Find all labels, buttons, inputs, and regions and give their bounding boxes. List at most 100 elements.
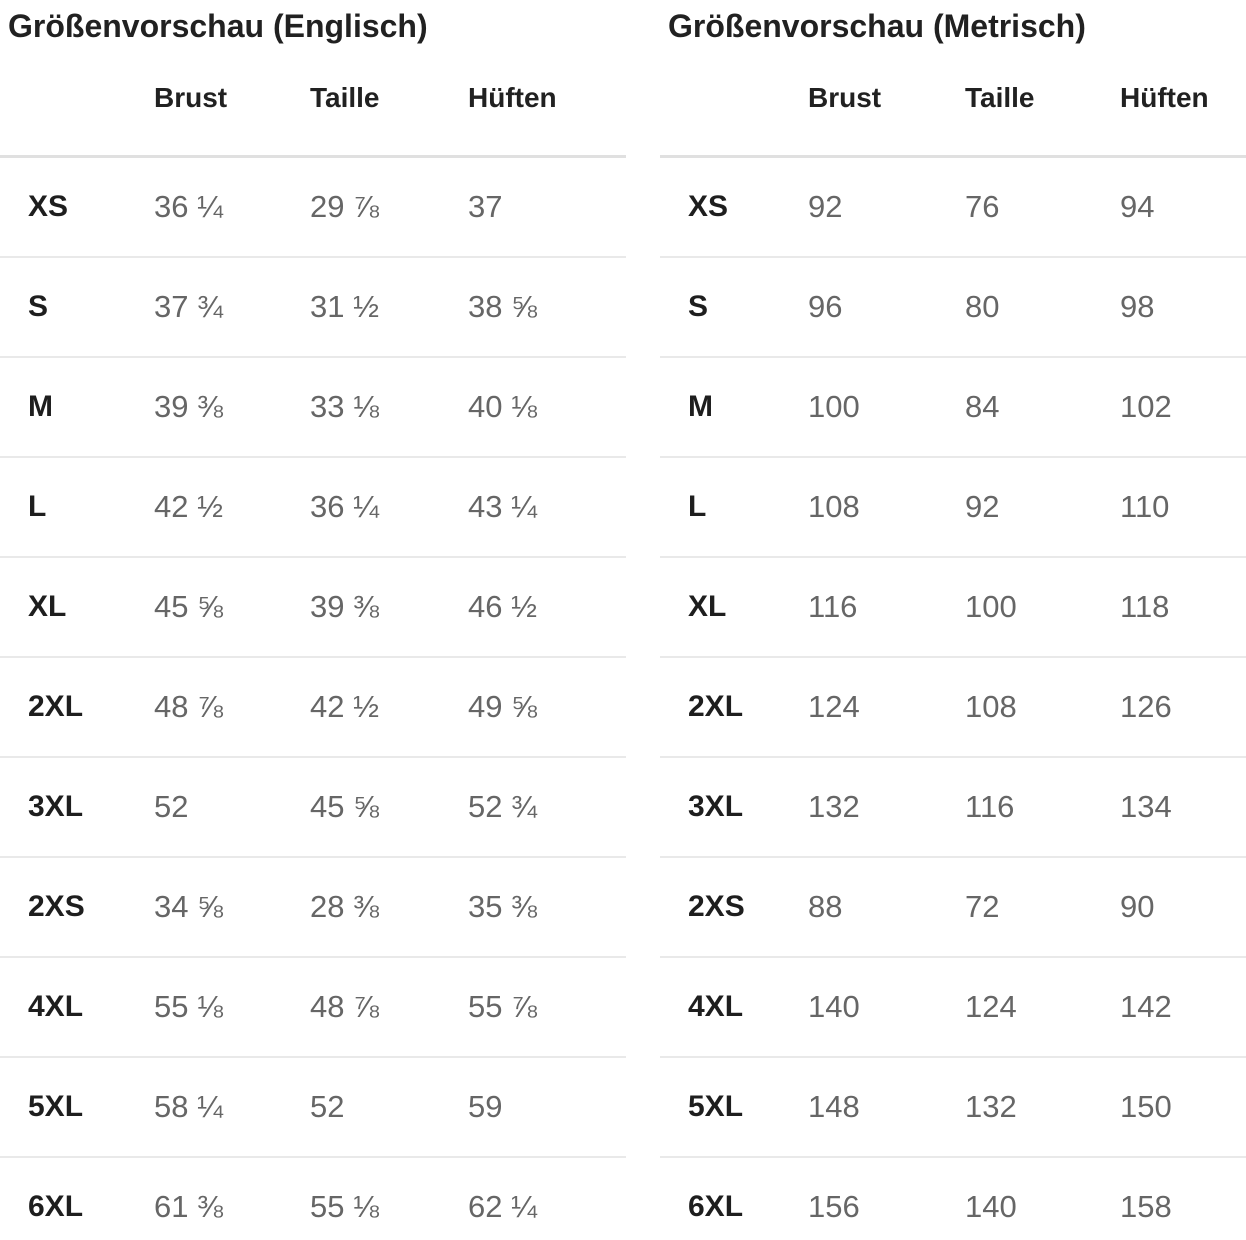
- column-header-chest: Brust: [154, 81, 228, 113]
- size-label: 5XL: [28, 1090, 84, 1123]
- waist-value: 45 ⅝: [310, 789, 379, 824]
- table-row: 2XS 34 ⅝ 28 ⅜ 35 ⅜: [0, 858, 626, 958]
- chest-value: 37 ¾: [154, 289, 223, 324]
- size-label: S: [28, 290, 49, 323]
- table-row: XL 116 100 118: [660, 558, 1246, 658]
- waist-value: 31 ½: [310, 289, 379, 324]
- hips-value: 52 ¾: [468, 789, 537, 824]
- waist-value: 29 ⅞: [310, 189, 379, 224]
- hips-value: 40 ⅛: [468, 389, 537, 424]
- table-row: S 37 ¾ 31 ½ 38 ⅝: [0, 258, 626, 358]
- table-row: M 39 ⅜ 33 ⅛ 40 ⅛: [0, 358, 626, 458]
- hips-value: 94: [1120, 189, 1155, 224]
- chest-value: 45 ⅝: [154, 589, 223, 624]
- table-row: 4XL 140 124 142: [660, 958, 1246, 1058]
- waist-value: 76: [965, 189, 1000, 224]
- size-label: XS: [688, 190, 729, 223]
- size-label: 4XL: [688, 990, 744, 1023]
- size-label: L: [688, 490, 707, 523]
- table-row: XS 36 ¼ 29 ⅞ 37: [0, 158, 626, 258]
- chest-value: 108: [808, 489, 860, 524]
- table-row: M 100 84 102: [660, 358, 1246, 458]
- waist-value: 84: [965, 389, 1000, 424]
- size-label: XS: [28, 190, 69, 223]
- hips-value: 158: [1120, 1189, 1172, 1224]
- table-row: XS 92 76 94: [660, 158, 1246, 258]
- hips-value: 126: [1120, 689, 1172, 724]
- waist-value: 124: [965, 989, 1017, 1024]
- table-row: 2XL 48 ⅞ 42 ½ 49 ⅝: [0, 658, 626, 758]
- size-label: XL: [688, 590, 727, 623]
- size-label: 2XL: [28, 690, 84, 723]
- hips-value: 38 ⅝: [468, 289, 537, 324]
- waist-value: 55 ⅛: [310, 1189, 379, 1224]
- table-title-metric: Größenvorschau (Metrisch): [668, 8, 1086, 44]
- size-label: 5XL: [688, 1090, 744, 1123]
- table-row: 6XL 61 ⅜ 55 ⅛ 62 ¼: [0, 1158, 626, 1240]
- chest-value: 96: [808, 289, 843, 324]
- waist-value: 42 ½: [310, 689, 379, 724]
- chest-value: 156: [808, 1189, 860, 1224]
- table-row: 4XL 55 ⅛ 48 ⅞ 55 ⅞: [0, 958, 626, 1058]
- waist-value: 28 ⅜: [310, 889, 379, 924]
- chest-value: 55 ⅛: [154, 989, 223, 1024]
- waist-value: 92: [965, 489, 1000, 524]
- size-label: 3XL: [688, 790, 744, 823]
- column-header-hips: Hüften: [468, 81, 557, 113]
- waist-value: 132: [965, 1089, 1017, 1124]
- hips-value: 55 ⅞: [468, 989, 537, 1024]
- table-body: XS 92 76 94 S 96 80 98 M 100 84 102: [660, 158, 1246, 1240]
- waist-value: 72: [965, 889, 1000, 924]
- hips-value: 142: [1120, 989, 1172, 1024]
- waist-value: 36 ¼: [310, 489, 379, 524]
- hips-value: 90: [1120, 889, 1155, 924]
- table-row: 3XL 132 116 134: [660, 758, 1246, 858]
- table-body: XS 36 ¼ 29 ⅞ 37 S 37 ¾ 31 ½ 38 ⅝ M 39 ⅜ …: [0, 158, 626, 1240]
- waist-value: 48 ⅞: [310, 989, 379, 1024]
- chest-value: 61 ⅜: [154, 1189, 223, 1224]
- column-headers: Brust Taille Hüften: [0, 50, 626, 158]
- hips-value: 59: [468, 1089, 503, 1124]
- waist-value: 108: [965, 689, 1017, 724]
- size-label: M: [28, 390, 53, 423]
- corner-cell: [660, 98, 808, 108]
- hips-value: 62 ¼: [468, 1189, 537, 1224]
- chest-value: 42 ½: [154, 489, 223, 524]
- size-label: XL: [28, 590, 67, 623]
- table-row: 5XL 148 132 150: [660, 1058, 1246, 1158]
- hips-value: 49 ⅝: [468, 689, 537, 724]
- chest-value: 140: [808, 989, 860, 1024]
- chest-value: 39 ⅜: [154, 389, 223, 424]
- hips-value: 150: [1120, 1089, 1172, 1124]
- chest-value: 124: [808, 689, 860, 724]
- table-row: 6XL 156 140 158: [660, 1158, 1246, 1240]
- chest-value: 34 ⅝: [154, 889, 223, 924]
- waist-value: 39 ⅜: [310, 589, 379, 624]
- size-table-english: Größenvorschau (Englisch) Brust Taille H…: [0, 8, 626, 1240]
- size-label: S: [688, 290, 709, 323]
- column-header-waist: Taille: [965, 81, 1035, 113]
- size-label: 3XL: [28, 790, 84, 823]
- hips-value: 110: [1120, 489, 1170, 524]
- hips-value: 35 ⅜: [468, 889, 537, 924]
- hips-value: 134: [1120, 789, 1172, 824]
- chest-value: 148: [808, 1089, 860, 1124]
- size-label: 2XS: [688, 890, 745, 923]
- waist-value: 100: [965, 589, 1017, 624]
- table-title-english: Größenvorschau (Englisch): [8, 8, 428, 44]
- table-row: L 42 ½ 36 ¼ 43 ¼: [0, 458, 626, 558]
- chest-value: 48 ⅞: [154, 689, 223, 724]
- chest-value: 88: [808, 889, 843, 924]
- waist-value: 116: [965, 789, 1015, 824]
- size-label: 6XL: [688, 1190, 744, 1223]
- column-header-hips: Hüften: [1120, 81, 1209, 113]
- size-label: 2XL: [688, 690, 744, 723]
- waist-value: 52: [310, 1089, 345, 1124]
- table-row: 2XL 124 108 126: [660, 658, 1246, 758]
- table-row: L 108 92 110: [660, 458, 1246, 558]
- size-label: 2XS: [28, 890, 85, 923]
- hips-value: 43 ¼: [468, 489, 537, 524]
- waist-value: 80: [965, 289, 1000, 324]
- hips-value: 102: [1120, 389, 1172, 424]
